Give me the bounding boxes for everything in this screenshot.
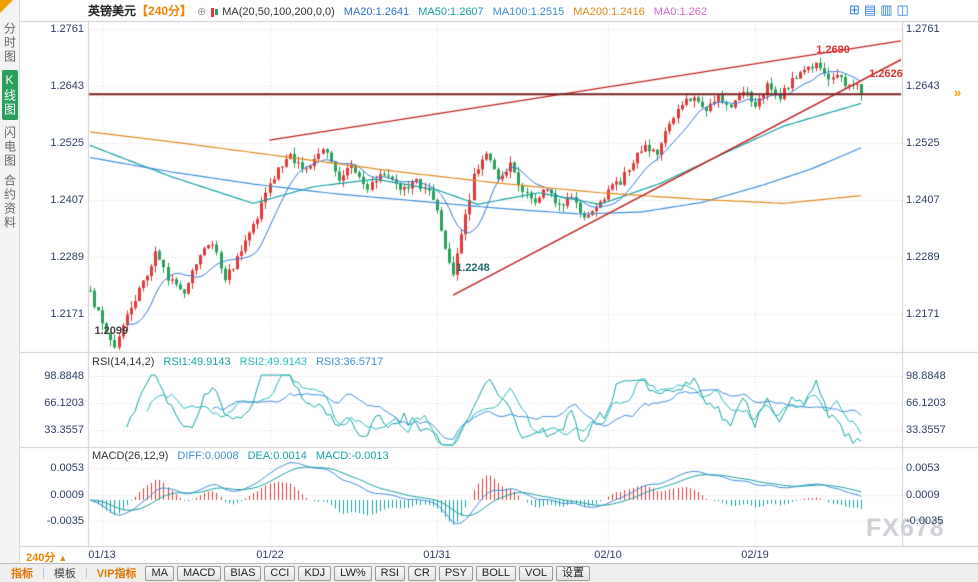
date-label: 02/19	[741, 549, 769, 561]
toolbar-tab-2[interactable]: VIP指标	[96, 568, 137, 580]
rows-layout-icon[interactable]: ▤	[863, 2, 877, 17]
price-axis-label: 1.2525	[50, 137, 84, 149]
ma-value-3: MA200:1.2416	[573, 6, 645, 18]
price-axis-label: 66.1203	[44, 397, 84, 409]
date-label: 01/22	[256, 549, 284, 561]
price-annotation: 1.2690	[816, 44, 850, 57]
add-indicator-icon[interactable]: ⊕	[197, 6, 207, 18]
rsi-values: RSI1:49.9143 RSI2:49.9143 RSI3:36.5717	[154, 356, 383, 368]
macd-panel-title: MACD(26,12,9) DIFF:0.0008 DEA:0.0014 MACD:-…	[92, 450, 389, 462]
sidebar: 分时图 K线图闪电图合约资料	[0, 0, 20, 563]
price-annotation: 1.2099	[94, 324, 129, 337]
corner-triangle	[0, 0, 13, 13]
price-axis-label: 1.2761	[906, 23, 940, 35]
price-axis-label: 1.2643	[50, 80, 84, 92]
ma-value-0: MA20:1.2641	[343, 6, 410, 18]
toolbar-separator: |	[42, 567, 45, 579]
price-axis-label: 1.2407	[50, 194, 84, 206]
rsi-value-1: RSI1:49.9143	[163, 356, 231, 368]
date-label: 01/13	[88, 549, 116, 561]
price-axis-label: 0.0009	[906, 489, 940, 501]
ma-value-1: MA50:1.2607	[418, 6, 484, 18]
price-axis-label: 0.0009	[50, 489, 84, 501]
price-axis-label: 1.2761	[50, 23, 84, 35]
period-arrow-icon: ▲	[58, 553, 68, 563]
ma-settings-label: MA(20,50,100,200,0,0)	[222, 6, 335, 18]
settings-button[interactable]: 设置	[556, 565, 591, 581]
price-axis-label: 33.3557	[44, 424, 84, 436]
toolbar-tab-1[interactable]: 模板	[53, 568, 76, 580]
price-annotation: 1.2248	[456, 261, 490, 274]
split-layout-icon[interactable]: ◫	[896, 2, 909, 17]
macd-label: MACD(26,12,9)	[92, 450, 169, 462]
date-label: 01/31	[423, 549, 451, 561]
ma-value-2: MA100:1.2515	[492, 6, 565, 18]
price-axis-label: -0.0035	[906, 515, 944, 527]
date-label: 02/10	[594, 549, 622, 561]
indicator-button-vol[interactable]: VOL	[519, 565, 554, 581]
window-layout-icons: ⊞ ▤ ▥ ◫	[845, 2, 909, 18]
price-axis-label: -0.0035	[46, 515, 84, 527]
sidebar-item-kline-chart[interactable]: K线图	[1, 70, 18, 120]
macd-values: DIFF:0.0008 DEA:0.0014 MACD:-0.0013	[168, 450, 388, 462]
macd-value-2: DEA:0.0014	[247, 450, 307, 462]
indicator-button-lw[interactable]: LW%	[334, 565, 372, 581]
period-label: 【240分】	[136, 4, 193, 18]
price-axis-label: 98.8848	[44, 370, 84, 382]
indicator-button-boll[interactable]: BOLL	[475, 565, 517, 581]
candle-icon	[211, 6, 222, 18]
columns-layout-icon[interactable]: ▥	[880, 2, 893, 17]
rsi-value-2: RSI2:49.9143	[239, 356, 307, 368]
ma-values: MA20:1.2641 MA50:1.2607 MA100:1.2515 MA200:…	[335, 6, 707, 18]
toolbar-separator: |	[84, 567, 88, 579]
indicator-button-bias[interactable]: BIAS	[224, 565, 262, 581]
price-axis-label: 33.3557	[906, 424, 946, 436]
rsi-label: RSI(14,14,2)	[92, 356, 155, 368]
sidebar-item-contract-info[interactable]: 合约资料	[2, 174, 17, 230]
toolbar-tab-0[interactable]: 指标	[11, 568, 33, 580]
bottom-period-label[interactable]: 240分 ▲	[26, 552, 68, 564]
indicator-button-ma[interactable]: MA	[145, 565, 174, 581]
indicator-button-rsi[interactable]: RSI	[374, 565, 405, 581]
price-annotation: 1.2626	[869, 68, 903, 81]
current-price-marker: »	[954, 85, 962, 100]
indicator-button-cr[interactable]: CR	[407, 565, 436, 581]
price-axis-label: 1.2289	[50, 251, 84, 263]
price-axis-label: 1.2643	[906, 80, 940, 92]
indicator-button-psy[interactable]: PSY	[438, 565, 473, 581]
macd-value-1: DIFF:0.0008	[177, 450, 239, 462]
indicator-button-kdj[interactable]: KDJ	[298, 565, 332, 581]
indicator-button-cci[interactable]: CCI	[264, 565, 296, 581]
indicator-button-macd[interactable]: MACD	[176, 565, 222, 581]
watermark: FX678	[866, 514, 945, 542]
price-axis-label: 1.2171	[906, 308, 940, 320]
symbol-title: 英镑美元	[88, 4, 137, 18]
price-axis-label: 1.2171	[50, 308, 84, 320]
price-axis-label: 1.2525	[906, 137, 940, 149]
bottom-toolbar: 指标 | 模板 | VIP指标 MA MACD BIAS CCI KDJ LW% RSI CR PSY BO…	[0, 563, 978, 582]
sidebar-item-minute-chart[interactable]: 分时图	[2, 22, 17, 64]
price-axis-label: 0.0053	[50, 462, 84, 474]
price-axis-label: 1.2407	[906, 194, 940, 206]
price-axis-label: 98.8848	[906, 370, 946, 382]
rsi-panel-title: RSI(14,14,2) RSI1:49.9143 RSI2:49.9143 RSI3…	[92, 356, 383, 368]
rsi-value-3: RSI3:36.5717	[315, 356, 384, 368]
macd-value-3: MACD:-0.0013	[315, 450, 389, 462]
price-axis-label: 66.1203	[906, 397, 946, 409]
sidebar-item-flash-chart[interactable]: 闪电图	[2, 126, 17, 168]
ma-value-4: MA0:1.262	[653, 6, 707, 18]
price-axis-label: 1.2289	[906, 251, 940, 263]
grid-layout-icon[interactable]: ⊞	[849, 2, 860, 17]
chart-header: 英镑美元【240分】 ⊕ MA(20,50,100,200,0,0) MA20:1.2…	[88, 3, 707, 19]
price-axis-label: 0.0053	[906, 462, 940, 474]
